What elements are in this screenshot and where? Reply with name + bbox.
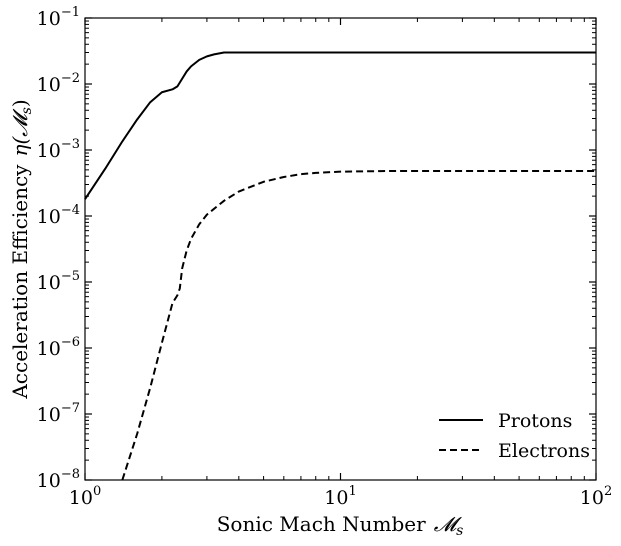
legend: Protons Electrons [439,410,590,462]
series-line-electrons [121,170,596,481]
y-tick-label: 10−4 [37,203,80,228]
x-tick-label: 102 [580,484,612,509]
legend-label-protons: Protons [498,410,572,432]
y-tick-label: 10−1 [37,5,80,30]
ticks-layer: 100 101 102 10−8 10−7 10−6 10−5 10−4 10−3 10−2 10−… [37,5,613,509]
x-tick-label: 101 [324,484,356,509]
series-line-protons [84,51,596,200]
legend-label-electrons: Electrons [498,440,590,462]
y-tick-label: 10−5 [37,269,80,294]
plot-frame [84,17,597,481]
y-tick-label: 10−7 [37,401,80,426]
y-axis-label: Acceleration Efficiencyη(𝓜s) [8,99,35,399]
series-layer [84,51,596,481]
x-axis-label: Sonic Mach Number 𝓜s [217,512,464,539]
y-tick-label: 10−8 [37,467,80,492]
y-tick-label: 10−6 [37,335,80,360]
y-tick-label: 10−3 [37,137,80,162]
y-tick-label: 10−2 [37,71,80,96]
x-tick-label: 100 [69,484,101,509]
